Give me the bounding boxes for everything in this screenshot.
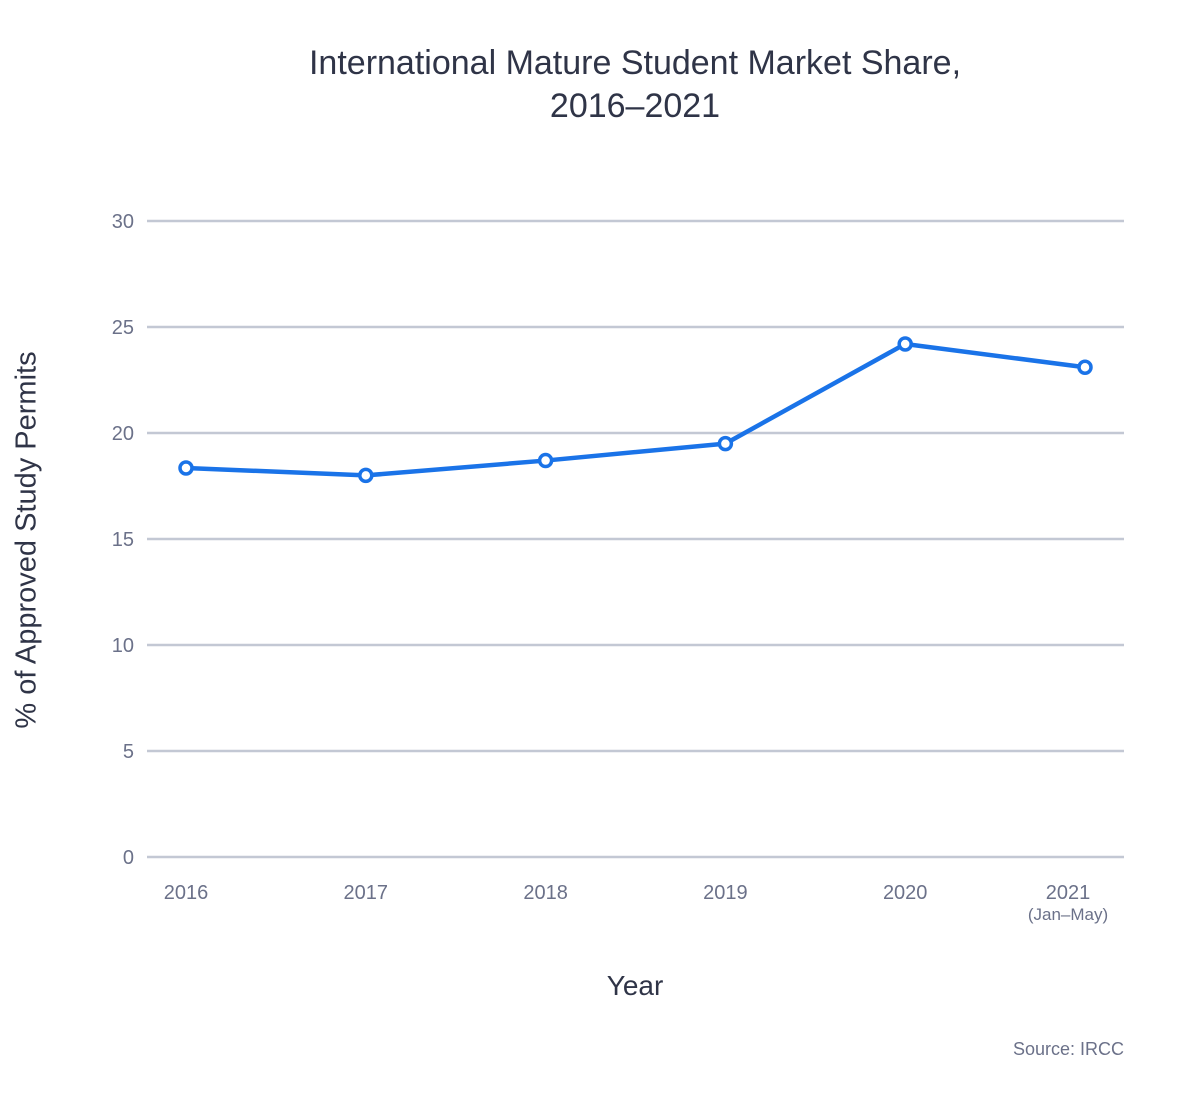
- data-point: [1077, 359, 1093, 376]
- x-tick-label: 2017: [344, 882, 389, 904]
- x-tick-label: 2018: [523, 882, 568, 904]
- y-tick-label: 0: [123, 847, 134, 869]
- x-tick-label: 2019: [703, 882, 748, 904]
- chart-title: International Mature Student Market Shar…: [0, 42, 1200, 128]
- x-tick-sublabel: (Jan–May): [1028, 905, 1108, 924]
- x-axis-label: Year: [606, 970, 664, 1001]
- y-tick-label: 15: [112, 529, 134, 551]
- y-tick-label: 5: [123, 741, 134, 763]
- data-point: [358, 467, 374, 484]
- series-line: [185, 341, 1086, 478]
- y-tick-label: 10: [112, 635, 134, 657]
- title-line-1: International Mature Student Market Shar…: [308, 44, 962, 82]
- data-point: [717, 435, 734, 452]
- y-tick-label: 30: [112, 211, 134, 233]
- data-point: [178, 460, 194, 476]
- x-tick-label: 2020: [883, 882, 928, 904]
- x-tick-label: 2021: [1046, 882, 1091, 904]
- data-point: [537, 452, 554, 469]
- y-tick-label: 25: [112, 317, 134, 339]
- source-note: Source: IRCC: [1012, 1039, 1124, 1059]
- title-line-2: 2016–2021: [549, 87, 721, 125]
- y-tick-label: 20: [112, 423, 134, 445]
- x-tick-label: 2016: [164, 882, 209, 904]
- data-point: [897, 336, 913, 352]
